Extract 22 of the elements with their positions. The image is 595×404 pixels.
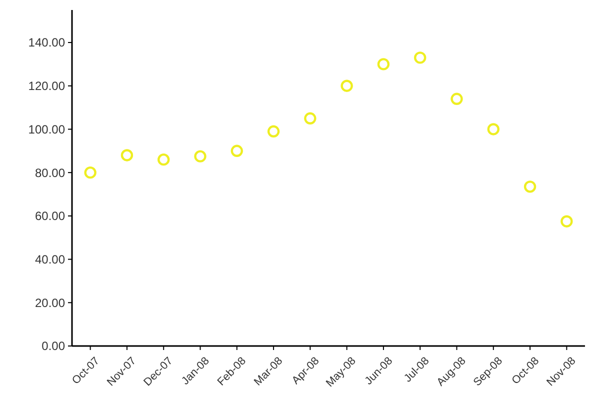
- point: [377, 58, 390, 70]
- y-tick-label: 100.00: [28, 122, 66, 136]
- y-tick-label: 40.00: [34, 252, 66, 266]
- point: [194, 150, 206, 162]
- point: [230, 144, 243, 158]
- point: [414, 52, 426, 64]
- y-tick-label: 60.00: [34, 209, 66, 224]
- y-tick-label: 20.00: [34, 296, 66, 310]
- point: [450, 92, 463, 105]
- point: [560, 215, 573, 228]
- point: [487, 123, 500, 136]
- point: [304, 112, 316, 124]
- y-tick-label: 80.00: [34, 166, 66, 180]
- point: [340, 80, 353, 92]
- y-tick-label: 140.00: [28, 36, 66, 50]
- point: [120, 149, 134, 162]
- point: [524, 180, 536, 193]
- point: [158, 153, 170, 166]
- point: [267, 125, 280, 138]
- y-tick-label: 0.00: [42, 339, 66, 354]
- y-tick-label: 120.00: [28, 79, 66, 94]
- point: [84, 166, 96, 179]
